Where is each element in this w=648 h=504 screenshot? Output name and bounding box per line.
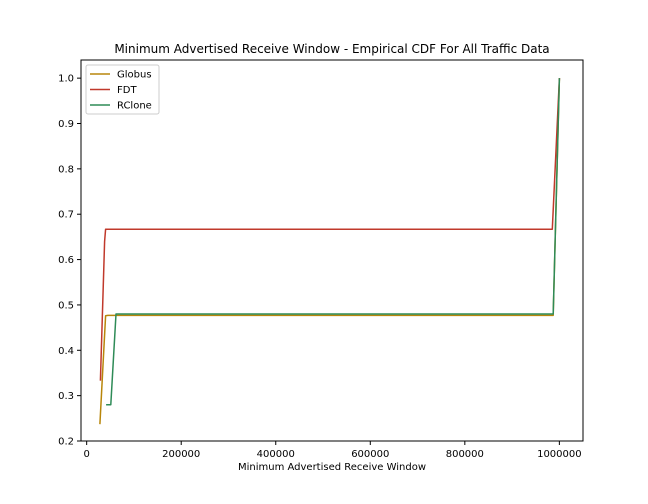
legend-box <box>85 64 160 115</box>
x-tick-label: 200000 <box>162 449 200 460</box>
axes-frame <box>80 59 584 442</box>
y-tick-label: 0.3 <box>58 391 74 402</box>
y-tick-label: 0.8 <box>58 164 74 175</box>
y-tick-label: 0.4 <box>58 346 74 357</box>
x-tick-label: 600000 <box>351 449 389 460</box>
legend-label-globus: Globus <box>117 70 152 81</box>
y-tick-label: 0.5 <box>58 300 74 311</box>
series-line-fdt <box>99 78 561 381</box>
x-tick-label: 800000 <box>446 449 484 460</box>
legend-label-rclone: RClone <box>117 101 152 112</box>
legend: Globus FDT RClone <box>85 64 160 115</box>
series-line-rclone <box>106 78 561 406</box>
y-tick-label: 0.6 <box>58 255 74 266</box>
legend-label-fdt: FDT <box>117 85 137 96</box>
y-tick-label: 1.0 <box>58 74 74 85</box>
series-lines <box>99 78 561 425</box>
y-tick-label: 0.2 <box>58 437 74 448</box>
plot-area: 0 200000 400000 600000 800000 1000000 0.20.30… <box>58 59 584 460</box>
x-axis-label: Minimum Advertised Receive Window <box>238 462 426 473</box>
y-tick-label: 0.7 <box>58 210 74 221</box>
x-tick-label: 400000 <box>257 449 295 460</box>
y-axis: 0.2 0.3 0.4 0.5 0.6 0.7 0.8 0.9 1.0 <box>58 74 81 448</box>
x-tick-label: 0 <box>83 449 89 460</box>
chart-title: Minimum Advertised Receive Window - Empi… <box>114 42 549 56</box>
y-tick-label: 0.9 <box>58 119 74 130</box>
x-tick-label: 1000000 <box>537 449 582 460</box>
x-axis: 0 200000 400000 600000 800000 1000000 <box>83 441 582 460</box>
